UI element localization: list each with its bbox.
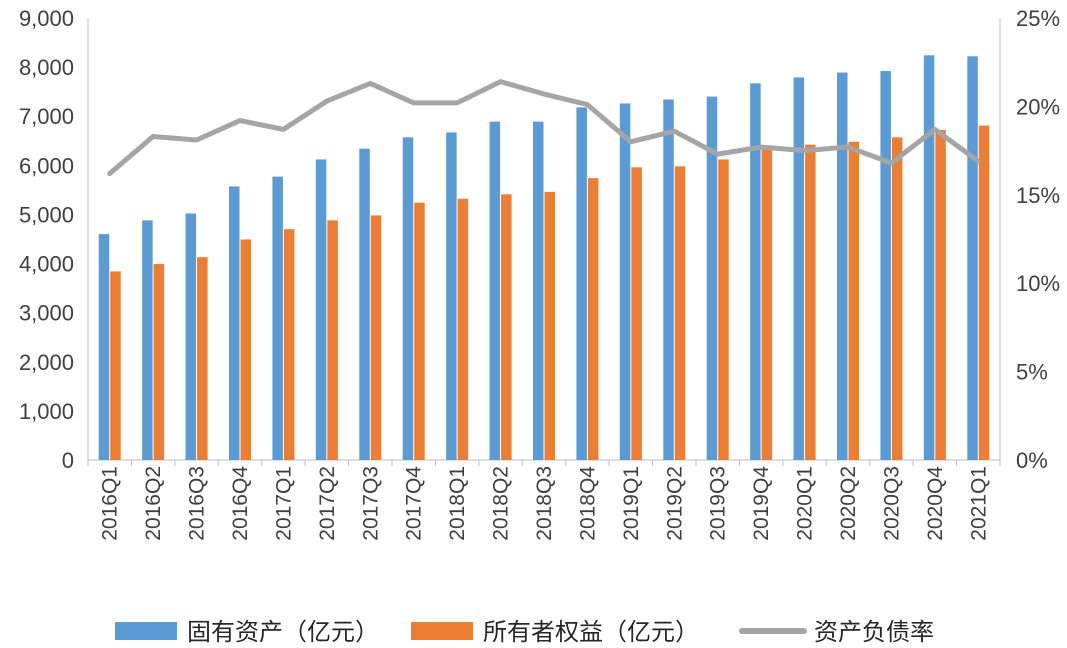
fixed-assets-bar — [315, 159, 327, 460]
equity-bar — [891, 137, 903, 460]
y-left-tick-label: 2,000 — [19, 350, 74, 375]
legend-label: 所有者权益（亿元） — [483, 619, 699, 646]
y-left-tick-label: 1,000 — [19, 399, 74, 424]
y-right-tick-label: 5% — [1016, 360, 1048, 385]
x-category-label: 2019Q2 — [663, 466, 686, 541]
x-category-label: 2019Q4 — [750, 466, 773, 541]
fixed-assets-bar — [619, 103, 631, 460]
equity-bar — [197, 257, 208, 460]
legend-swatch — [115, 622, 177, 640]
x-category-label: 2017Q2 — [316, 466, 339, 541]
x-category-label: 2017Q3 — [359, 466, 382, 541]
x-category-label: 2018Q4 — [576, 466, 599, 541]
x-category-label: 2016Q1 — [99, 466, 122, 541]
fixed-assets-bar — [880, 71, 891, 460]
equity-bar — [935, 129, 946, 460]
equity-bar — [848, 141, 859, 460]
equity-bar — [283, 229, 295, 460]
equity-bar — [327, 220, 338, 460]
y-left-tick-label: 8,000 — [19, 55, 74, 80]
equity-bar — [674, 166, 686, 460]
ratio-line — [107, 79, 981, 177]
fixed-assets-bar — [663, 99, 674, 460]
y-right-tick-label: 10% — [1016, 271, 1060, 296]
x-category-label: 2018Q2 — [490, 466, 513, 541]
fixed-assets-bar — [402, 137, 414, 460]
fixed-assets-bar — [272, 176, 283, 460]
legend-label: 资产负债率 — [814, 619, 934, 646]
x-category-label: 2017Q4 — [403, 466, 426, 541]
equity-bar — [631, 167, 642, 460]
x-category-label: 2016Q2 — [142, 466, 165, 541]
fixed-assets-bar — [229, 186, 240, 460]
equity-bar — [587, 178, 599, 460]
fixed-assets-bar — [185, 213, 197, 460]
equity-bar — [370, 215, 382, 460]
y-left-tick-label: 9,000 — [19, 6, 74, 31]
equity-bar — [414, 202, 425, 460]
equity-bar — [110, 271, 121, 460]
equity-bar — [240, 239, 251, 460]
fixed-assets-bar — [706, 96, 718, 461]
x-category-label: 2018Q1 — [446, 466, 469, 541]
fixed-assets-bar — [750, 83, 761, 460]
fixed-assets-bar — [446, 132, 457, 460]
axes — [87, 18, 1001, 466]
y-right-tick-label: 20% — [1016, 94, 1060, 119]
y-left-tick-label: 4,000 — [19, 252, 74, 277]
y-left-tick-label: 3,000 — [19, 301, 74, 326]
x-category-label: 2020Q2 — [837, 466, 860, 541]
fixed-assets-bar — [489, 121, 501, 460]
fixed-assets-bar — [359, 148, 370, 460]
fixed-assets-bar — [923, 55, 935, 461]
legend-swatch — [411, 622, 473, 640]
equity-bar — [718, 159, 729, 460]
fixed-assets-bar — [837, 72, 848, 460]
tick-labels: 0 1,000 2,000 3,000 4,000 5,000 6,000 7,000 8,00… — [19, 6, 1060, 541]
equity-bar — [544, 191, 555, 460]
x-category-label: 2016Q3 — [186, 466, 209, 541]
legend-label: 固有资产（亿元） — [187, 619, 379, 646]
x-category-label: 2020Q1 — [794, 466, 817, 541]
fixed-assets-bar — [98, 234, 110, 460]
fixed-assets-bar — [142, 220, 153, 460]
y-left-tick-label: 6,000 — [19, 153, 74, 178]
fixed-assets-bar — [967, 56, 978, 460]
x-category-label: 2020Q4 — [924, 466, 947, 541]
equity-bar — [761, 145, 773, 460]
equity-bar — [153, 264, 165, 460]
x-category-label: 2021Q1 — [967, 466, 990, 541]
equity-bar — [501, 194, 512, 460]
x-category-label: 2020Q3 — [880, 466, 903, 541]
y-right-tick-label: 0% — [1016, 448, 1048, 473]
legend: 固有资产（亿元） 所有者权益（亿元） 资产负债率 — [115, 619, 934, 646]
x-category-label: 2018Q3 — [533, 466, 556, 541]
fixed-assets-bar — [576, 107, 587, 460]
y-left-tick-label: 5,000 — [19, 202, 74, 227]
x-category-label: 2019Q3 — [707, 466, 730, 541]
x-category-label: 2016Q4 — [229, 466, 252, 541]
y-right-tick-label: 25% — [1016, 6, 1060, 31]
fixed-assets-bar — [533, 121, 544, 460]
equity-bar — [805, 144, 816, 460]
fixed-assets-bar — [793, 77, 805, 461]
y-left-tick-label: 7,000 — [19, 104, 74, 129]
debt-ratio-line — [107, 79, 981, 177]
x-category-label: 2017Q1 — [272, 466, 295, 541]
x-category-label: 2019Q1 — [620, 466, 643, 541]
equity-bar — [457, 198, 469, 460]
equity-bar — [978, 125, 990, 460]
y-right-tick-label: 15% — [1016, 183, 1060, 208]
bars — [98, 55, 990, 461]
y-left-tick-label: 0 — [62, 448, 74, 473]
